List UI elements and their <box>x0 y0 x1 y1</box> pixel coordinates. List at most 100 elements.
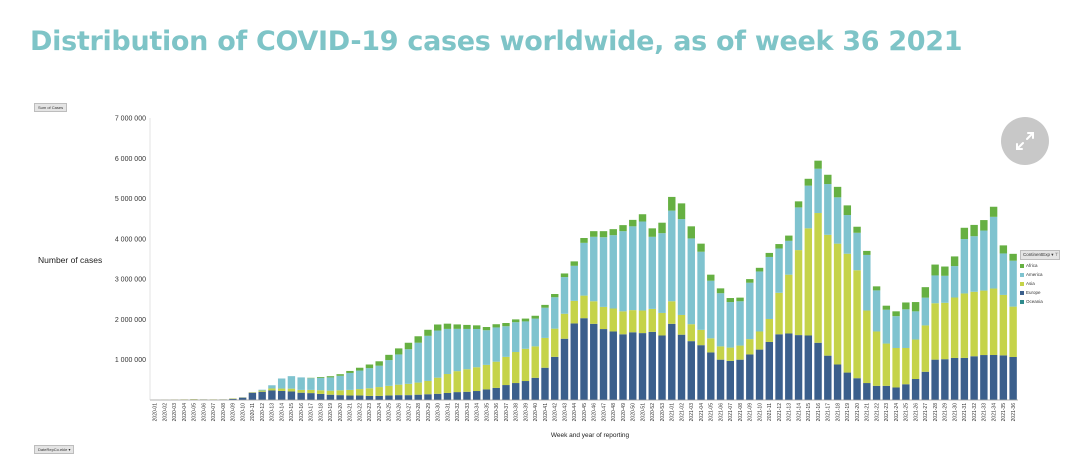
bar-america <box>512 322 520 353</box>
bar-america <box>365 368 374 389</box>
date-field-filter-chip[interactable]: DateRepCo.ekle ▾ <box>34 445 75 454</box>
bar-europe <box>668 323 676 400</box>
bar-africa <box>609 229 617 236</box>
x-tick-label: 2021-25 <box>904 403 910 422</box>
bar-africa <box>414 336 422 343</box>
bar-africa <box>853 226 861 233</box>
x-tick-label: 2021-22 <box>874 403 880 422</box>
bar-america <box>872 290 881 332</box>
bar-asia <box>668 301 676 324</box>
bar-europe <box>872 385 881 400</box>
bar-america <box>355 370 364 390</box>
x-tick-label: 2021-11 <box>767 403 773 421</box>
bar-europe <box>531 377 539 400</box>
bar-asia <box>473 367 481 392</box>
bar-asia <box>941 302 949 360</box>
x-tick-label: 2021-09 <box>748 403 754 422</box>
x-tick-label: 2020-12 <box>260 403 266 422</box>
bar-america <box>560 277 569 314</box>
legend-label: Africa <box>1026 263 1038 268</box>
bar-asia <box>746 339 754 355</box>
bar-america <box>687 238 695 325</box>
bar-asia <box>375 387 383 396</box>
bar-asia <box>609 308 617 332</box>
bar-africa <box>502 323 510 327</box>
legend-swatch <box>1020 299 1024 304</box>
x-tick-label: 2020-37 <box>504 403 510 422</box>
x-tick-label: 2020-13 <box>270 403 276 422</box>
bar-asia <box>677 314 686 335</box>
bar-asia <box>638 310 647 334</box>
bar-africa <box>482 327 491 331</box>
bar-africa <box>882 305 891 310</box>
legend-swatch <box>1020 272 1024 277</box>
x-tick-label: 2020-45 <box>582 403 588 422</box>
page-title: Distribution of COVID-19 cases worldwide… <box>30 26 963 57</box>
x-tick-label: 2020-14 <box>279 403 285 422</box>
legend-item-africa: Africa <box>1020 263 1060 268</box>
bar-africa <box>785 235 793 241</box>
bar-africa <box>687 226 695 239</box>
bar-asia <box>687 324 695 342</box>
x-tick-label: 2020-09 <box>231 403 237 422</box>
bar-europe <box>326 394 335 400</box>
bar-asia <box>492 361 500 388</box>
bar-america <box>434 330 442 378</box>
x-tick-label: 2021-17 <box>826 403 832 422</box>
x-tick-label: 2021-29 <box>943 403 949 422</box>
bar-asia <box>590 301 598 324</box>
x-axis-title: Week and year of reporting <box>551 432 630 439</box>
bar-asia <box>346 389 354 396</box>
x-tick-label: 2021-02 <box>679 403 685 422</box>
x-tick-label: 2021-36 <box>1011 403 1017 422</box>
x-tick-label: 2020-41 <box>543 403 549 422</box>
bar-asia <box>629 310 637 333</box>
x-tick-label: 2021-12 <box>777 403 783 422</box>
bar-africa <box>629 219 637 227</box>
legend-filter-header[interactable]: ContinentExp ▾ ⊤ <box>1020 250 1060 260</box>
bar-europe <box>765 341 774 400</box>
bar-africa <box>326 376 335 378</box>
chart-legend: ContinentExp ▾ ⊤ Africa America Asia Europe… <box>1020 250 1060 308</box>
x-tick-label: 2020-16 <box>299 403 305 422</box>
bar-america <box>482 330 491 365</box>
x-tick-label: 2020-38 <box>514 403 520 422</box>
legend-item-europe: Europe <box>1020 290 1060 295</box>
bar-america <box>268 385 276 389</box>
bar-africa <box>902 302 910 310</box>
bar-america <box>629 226 637 311</box>
bar-europe <box>463 391 471 400</box>
x-tick-label: 2020-02 <box>162 403 168 422</box>
bar-africa <box>814 160 822 169</box>
x-tick-label: 2021-16 <box>816 403 822 422</box>
bar-america <box>980 230 988 291</box>
bar-europe <box>287 391 296 400</box>
expand-button[interactable] <box>1001 117 1049 165</box>
x-tick-label: 2020-47 <box>601 403 607 422</box>
bar-asia <box>648 308 656 332</box>
bar-europe <box>794 335 803 400</box>
bar-asia <box>307 389 315 394</box>
bar-africa <box>512 319 520 323</box>
bar-europe <box>453 392 461 400</box>
sum-of-cases-field-chip[interactable]: Sum of Cases <box>34 103 68 112</box>
bar-africa <box>453 324 461 329</box>
x-tick-label: 2020-49 <box>621 403 627 422</box>
x-tick-label: 2020-10 <box>240 403 246 422</box>
bar-asia <box>482 364 491 390</box>
bar-asia <box>404 383 413 396</box>
bar-africa <box>970 224 978 237</box>
bar-asia <box>726 347 734 361</box>
bar-africa <box>316 377 325 378</box>
x-tick-label: 2021-27 <box>923 403 929 422</box>
bar-europe <box>580 318 588 400</box>
x-tick-label: 2020-35 <box>484 403 490 422</box>
bar-asia <box>619 311 627 335</box>
bar-asia <box>385 385 393 396</box>
bar-asia <box>521 348 530 382</box>
bar-america <box>970 236 978 292</box>
bar-africa <box>716 288 725 294</box>
bar-africa <box>580 238 588 243</box>
x-tick-label: 2020-25 <box>387 403 393 422</box>
x-tick-label: 2020-01 <box>153 403 159 422</box>
